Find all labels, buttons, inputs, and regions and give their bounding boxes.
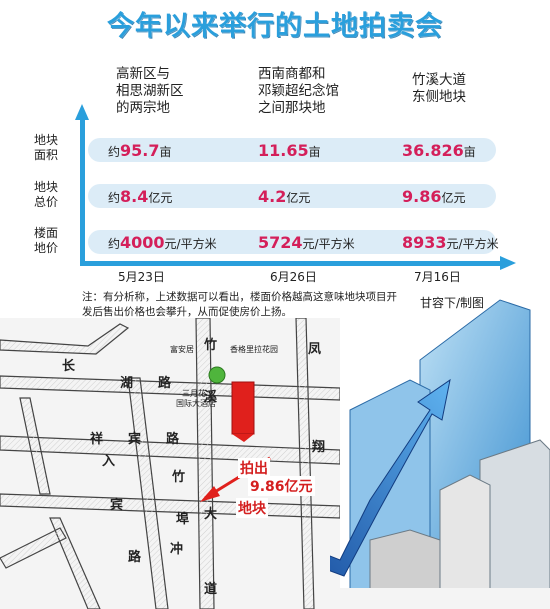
- skyline-illustration: [330, 299, 550, 609]
- road-label-chong: 冲: [170, 542, 184, 557]
- poi-guoji: 国际大酒店: [176, 399, 216, 408]
- row-band-area: [88, 138, 496, 162]
- cell-floor-1: 约4000元/平方米: [108, 233, 217, 252]
- street-map: [0, 318, 340, 609]
- cell-area-1: 约95.7亩: [108, 141, 172, 160]
- road-label-zhuxi-1: 竹: [204, 338, 218, 353]
- cell-floor-2: 5724元/平方米: [258, 233, 355, 252]
- road-label-lu-lower: 路: [128, 550, 142, 565]
- vertical-axis: [80, 118, 85, 266]
- date-1: 5月23日: [118, 270, 165, 284]
- analysis-note: 注：有分析称，上述数据可以看出，楼面价格越高这意味地块项目开发后售出价格也会攀升…: [82, 291, 397, 318]
- road-label-changhu-3: 路: [158, 376, 172, 391]
- cell-price-2: 4.2亿元: [258, 187, 311, 206]
- road-label-zhuxi-2: 溪: [204, 390, 218, 405]
- page-title: 今年以来举行的土地拍卖会: [107, 11, 443, 42]
- row-label-floor-price: 楼面 地价: [33, 226, 58, 255]
- poi-xiangge: 香格里拉花园: [230, 345, 278, 354]
- axis-arrow-right-icon: [500, 256, 516, 270]
- road-label-bin-lower: 宾: [110, 498, 124, 513]
- road-label-zhu-lower: 竹: [172, 470, 186, 485]
- column-header-3: 竹溪大道 东侧地块: [412, 72, 466, 105]
- road-label-xiangbin-1: 祥: [90, 432, 104, 447]
- date-2: 6月26日: [270, 270, 317, 284]
- row-label-total-price: 地块 总价: [33, 180, 58, 209]
- road-label-xiang: 翔: [312, 440, 326, 455]
- road-label-changhu: 长: [62, 359, 76, 374]
- cell-area-3: 36.826亩: [402, 141, 476, 160]
- highlight-label-3: 地块: [236, 498, 268, 518]
- cell-price-1: 约8.4亿元: [108, 187, 173, 206]
- axis-arrow-up-icon: [75, 104, 89, 120]
- cell-floor-3: 8933元/平方米: [402, 233, 499, 252]
- road-label-xiangbin-3: 路: [166, 432, 180, 447]
- road-label-feng: 凤: [308, 342, 322, 357]
- cell-price-3: 9.86亿元: [402, 187, 466, 206]
- road-label-xiangbin-2: 宾: [128, 432, 142, 447]
- road-label-zhuxi-3: 大: [204, 507, 218, 522]
- row-label-area: 地块 面积: [33, 133, 58, 162]
- date-3: 7月16日: [414, 270, 461, 284]
- road-label-changhu-2: 湖: [120, 376, 134, 391]
- road-label-fu: 埠: [176, 512, 190, 527]
- cell-area-2: 11.65亩: [258, 141, 321, 160]
- highlight-label-2: 9.86亿元: [248, 476, 315, 496]
- row-band-total-price: [88, 184, 496, 208]
- road-label-zhuxi-4: 道: [204, 582, 218, 597]
- poi-sanyue: 三月花: [182, 389, 206, 398]
- column-header-1: 高新区与 相思湖新区 的两宗地: [116, 66, 184, 116]
- credit-line: 甘容下/制图: [420, 296, 485, 310]
- poi-fuanju: 富安居: [170, 345, 194, 354]
- row-band-floor-price: [88, 230, 496, 254]
- road-label-ru: 入: [102, 454, 116, 469]
- horizontal-axis: [80, 261, 502, 266]
- column-header-2: 西南商都和 邓颖超纪念馆 之间那块地: [258, 66, 339, 116]
- highlight-label-1: 拍出: [238, 458, 270, 478]
